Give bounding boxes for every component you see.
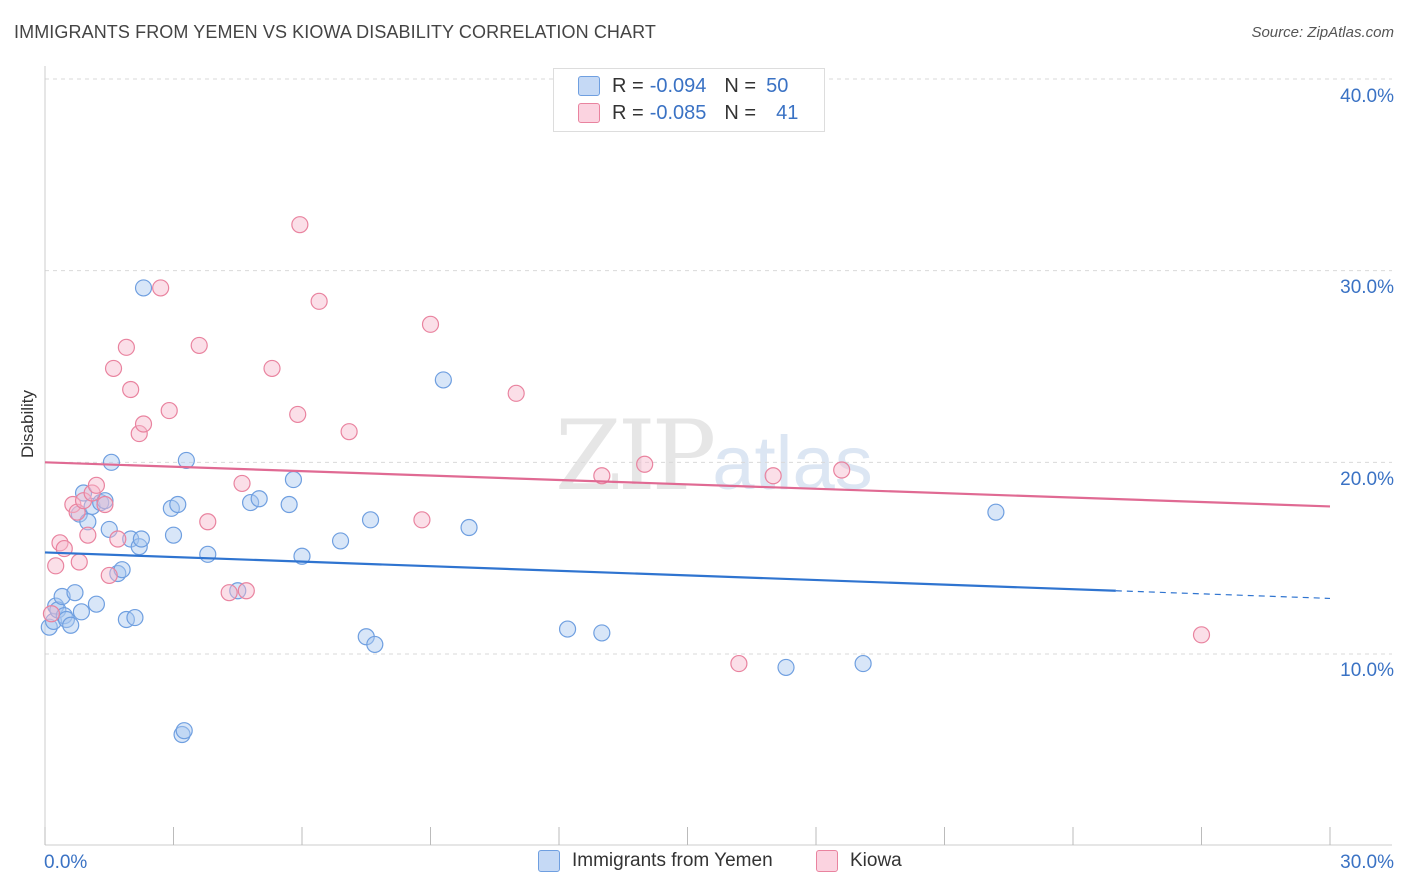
data-point-yemen [434, 371, 452, 389]
data-point-yemen [100, 520, 118, 539]
x-tick-label-min: 0.0% [44, 852, 88, 873]
data-point-kiowa [79, 526, 97, 544]
trend-line-yemen [44, 551, 1116, 592]
data-point-kiowa [70, 553, 88, 571]
data-point-kiowa [310, 292, 328, 310]
data-point-kiowa [109, 530, 127, 548]
legend: R = -0.094 N = 50 R = -0.085 N = 41 [553, 68, 825, 132]
data-point-kiowa [289, 405, 307, 424]
data-point-yemen [132, 530, 150, 548]
source-label: Source: ZipAtlas.com [1251, 24, 1394, 41]
legend-row-yemen: R = -0.094 N = 50 [578, 73, 788, 99]
data-point-kiowa [1192, 626, 1211, 644]
legend-swatch-kiowa [578, 103, 600, 123]
trend-line-kiowa [44, 461, 1331, 508]
data-point-yemen [169, 495, 187, 514]
data-point-kiowa [233, 474, 251, 493]
data-point-kiowa [220, 584, 238, 602]
data-point-kiowa [340, 423, 358, 441]
data-point-yemen [460, 518, 478, 537]
y-tick-label: 20.0% [1340, 469, 1394, 490]
data-point-kiowa [636, 455, 654, 473]
legend-swatch-yemen [578, 76, 600, 96]
data-point-yemen [593, 624, 611, 642]
data-point-kiowa [117, 338, 135, 356]
watermark-zip: ZIP [555, 400, 716, 512]
legend-row-kiowa: R = -0.085 N = 41 [578, 100, 798, 126]
data-point-yemen [987, 503, 1005, 521]
data-point-kiowa [764, 467, 782, 485]
y-axis-label: Disability [18, 389, 37, 458]
data-point-yemen [777, 658, 795, 677]
data-point-kiowa [421, 315, 440, 333]
data-point-yemen [199, 545, 217, 563]
bottom-legend-label-yemen: Immigrants from Yemen [572, 850, 773, 871]
legend-n-value: 41 [776, 101, 799, 124]
data-point-kiowa [593, 467, 611, 485]
data-point-yemen [284, 470, 303, 489]
data-point-yemen [361, 511, 380, 529]
data-point-kiowa [160, 401, 178, 420]
data-point-yemen [72, 603, 91, 621]
data-point-yemen [854, 654, 872, 673]
legend-r-label: R = [612, 74, 644, 97]
data-point-kiowa [42, 605, 61, 623]
bottom-legend-kiowa: Kiowa [816, 850, 902, 872]
data-point-kiowa [199, 513, 217, 531]
data-point-yemen [87, 595, 106, 613]
data-point-yemen [242, 493, 260, 512]
data-point-kiowa [291, 216, 309, 234]
data-point-yemen [280, 495, 298, 514]
data-point-yemen [250, 490, 268, 508]
legend-r-value: -0.094 [649, 74, 707, 97]
data-point-kiowa [833, 461, 851, 479]
data-point-yemen [126, 608, 144, 627]
data-point-yemen [293, 547, 311, 565]
y-tick-label: 30.0% [1340, 277, 1394, 298]
bottom-legend-yemen: Immigrants from Yemen [538, 850, 773, 872]
data-point-yemen [53, 587, 71, 606]
legend-n-label: N = [724, 74, 757, 97]
data-point-yemen [62, 616, 80, 634]
data-point-kiowa [87, 476, 106, 494]
data-point-yemen [164, 526, 183, 544]
data-point-kiowa [730, 654, 748, 673]
data-point-yemen [175, 722, 193, 740]
data-point-kiowa [413, 511, 431, 529]
data-point-yemen [102, 453, 120, 471]
data-point-kiowa [152, 279, 170, 297]
data-point-kiowa [96, 495, 114, 514]
data-point-yemen [66, 584, 84, 602]
bottom-legend-swatch-kiowa [816, 850, 838, 872]
bottom-legend-swatch-yemen [538, 850, 560, 872]
trend-line-yemen-extension [1115, 590, 1331, 600]
data-point-kiowa [134, 415, 153, 433]
bottom-legend-label-kiowa: Kiowa [850, 850, 902, 871]
y-tick-label: 40.0% [1340, 86, 1394, 107]
data-point-kiowa [507, 384, 525, 402]
data-point-kiowa [190, 336, 208, 355]
data-point-yemen [96, 492, 114, 510]
legend-n-label: N = [724, 101, 757, 124]
legend-r-label: R = [612, 101, 644, 124]
legend-r-value: -0.085 [649, 101, 707, 124]
data-point-yemen [331, 532, 350, 550]
data-point-yemen [366, 635, 384, 654]
data-point-kiowa [122, 380, 140, 399]
data-point-yemen [134, 279, 153, 297]
legend-n-value: 50 [766, 74, 789, 97]
data-point-yemen [177, 451, 195, 470]
data-point-kiowa [237, 582, 255, 600]
data-point-kiowa [100, 566, 118, 585]
data-point-kiowa [263, 359, 281, 378]
data-point-kiowa [47, 557, 65, 575]
data-point-kiowa [104, 359, 123, 378]
x-tick-label-max: 30.0% [1340, 852, 1394, 873]
chart-title: IMMIGRANTS FROM YEMEN VS KIOWA DISABILIT… [14, 22, 656, 42]
data-point-kiowa [130, 424, 148, 443]
data-point-yemen [558, 620, 577, 638]
y-tick-label: 10.0% [1340, 660, 1394, 681]
